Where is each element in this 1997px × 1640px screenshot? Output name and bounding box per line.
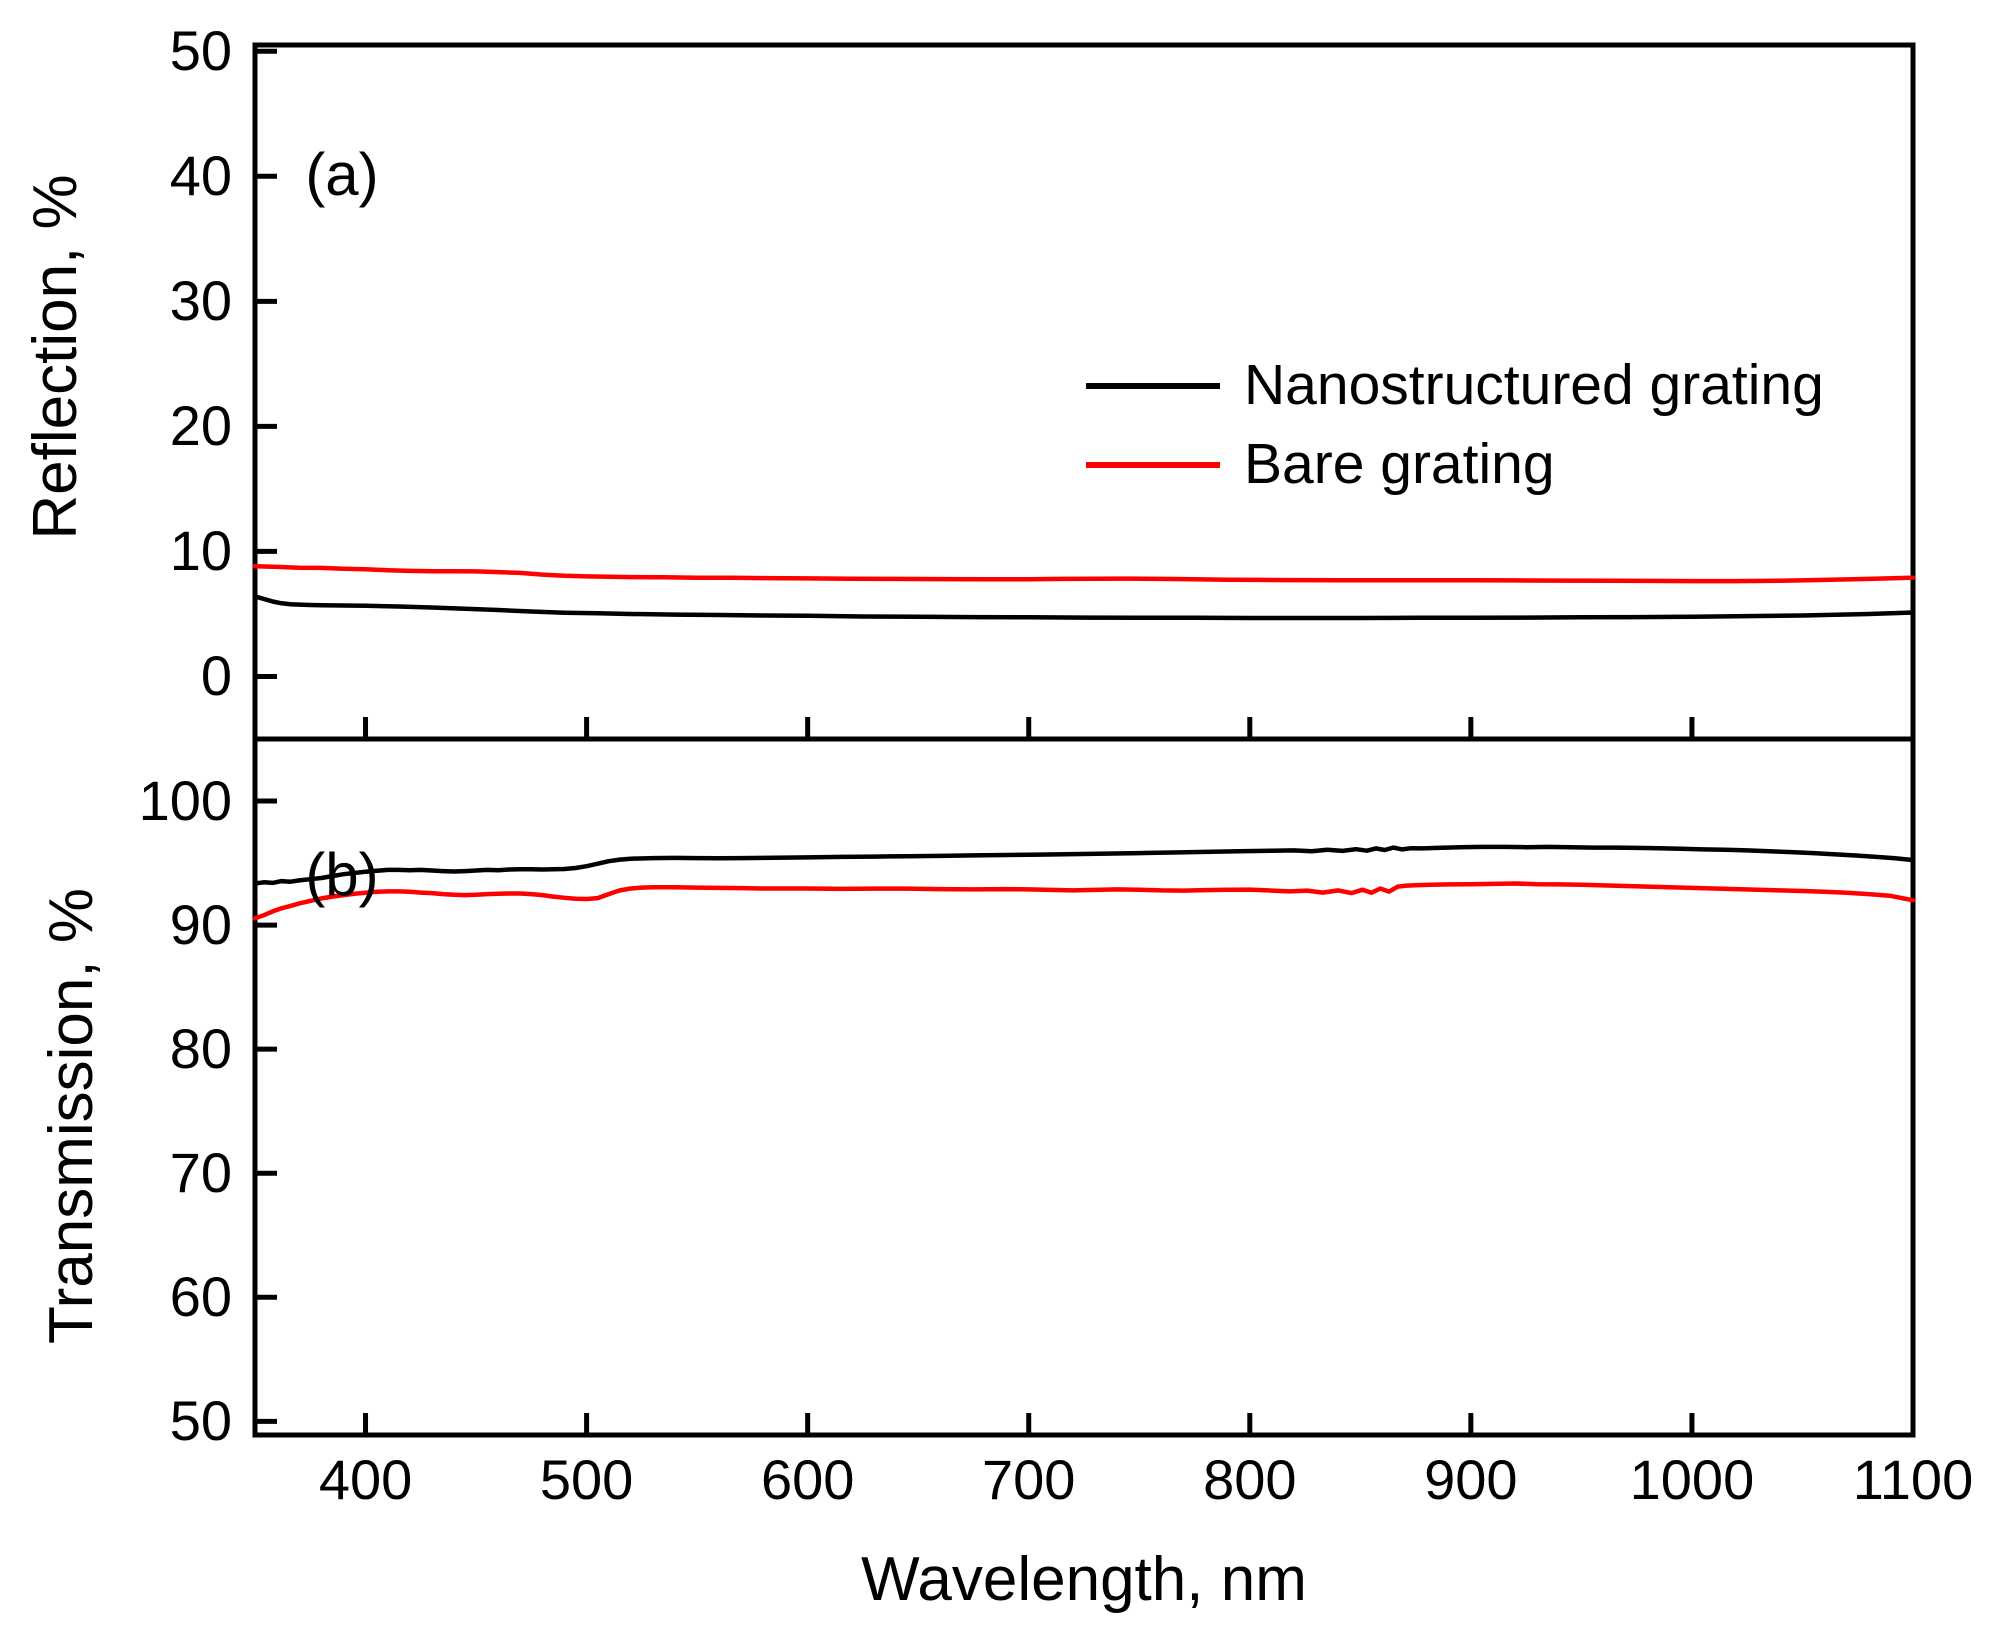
panel-b-series-nanostructured-grating-line bbox=[252, 844, 1916, 886]
x-tick-label: 1100 bbox=[1852, 1448, 1974, 1511]
panel-a-series-nanostructured-grating-line bbox=[252, 594, 1916, 621]
panel-a-label: (a) bbox=[305, 141, 379, 208]
x-tick-label: 800 bbox=[1203, 1448, 1297, 1511]
legend-line-swatch-red bbox=[1086, 461, 1220, 468]
legend-label-bare-grating: Bare grating bbox=[1244, 432, 1555, 496]
panel-a-y-tick-label: 0 bbox=[200, 644, 232, 708]
legend-entry-nanostructured-grating: Nanostructured grating bbox=[1086, 346, 1824, 425]
legend-line-swatch-black bbox=[1086, 382, 1220, 389]
panel-b-y-tick-label: 60 bbox=[169, 1265, 232, 1329]
legend: Nanostructured grating Bare grating bbox=[1086, 346, 1824, 504]
x-tick-label: 400 bbox=[318, 1448, 413, 1511]
x-tick-label: 700 bbox=[982, 1448, 1076, 1511]
panel-b-y-tick-label: 50 bbox=[169, 1389, 232, 1453]
panel-a-y-tick-label: 10 bbox=[169, 519, 232, 583]
panel-a-y-tick-label: 50 bbox=[169, 19, 232, 83]
panel-b-frame bbox=[252, 736, 1916, 1438]
panel-b-series-bare-grating-line bbox=[252, 881, 1916, 921]
y-axis-title-reflection: Reflection, % bbox=[21, 174, 90, 540]
panel-b-y-tick-label: 80 bbox=[169, 1017, 232, 1081]
panel-b-label: (b) bbox=[305, 841, 379, 908]
x-axis-title: Wavelength, nm bbox=[861, 1545, 1307, 1614]
panel-b-y-tick-label: 100 bbox=[138, 769, 232, 833]
panel-a-series-bare-grating-line bbox=[252, 563, 1916, 584]
legend-label-nanostructured-grating: Nanostructured grating bbox=[1244, 353, 1824, 417]
panel-b-y-tick-label: 70 bbox=[169, 1141, 232, 1205]
x-tick-label: 600 bbox=[760, 1448, 855, 1511]
panel-a-y-tick-label: 40 bbox=[169, 144, 232, 208]
x-tick-label: 900 bbox=[1424, 1448, 1518, 1511]
panel-b-y-tick-label: 90 bbox=[169, 893, 232, 957]
x-tick-label: 1000 bbox=[1629, 1448, 1755, 1511]
x-tick-label: 500 bbox=[539, 1448, 634, 1511]
legend-entry-bare-grating: Bare grating bbox=[1086, 425, 1824, 504]
panel-a-y-tick-label: 20 bbox=[169, 394, 232, 458]
panel-a-y-tick-label: 30 bbox=[169, 269, 232, 333]
